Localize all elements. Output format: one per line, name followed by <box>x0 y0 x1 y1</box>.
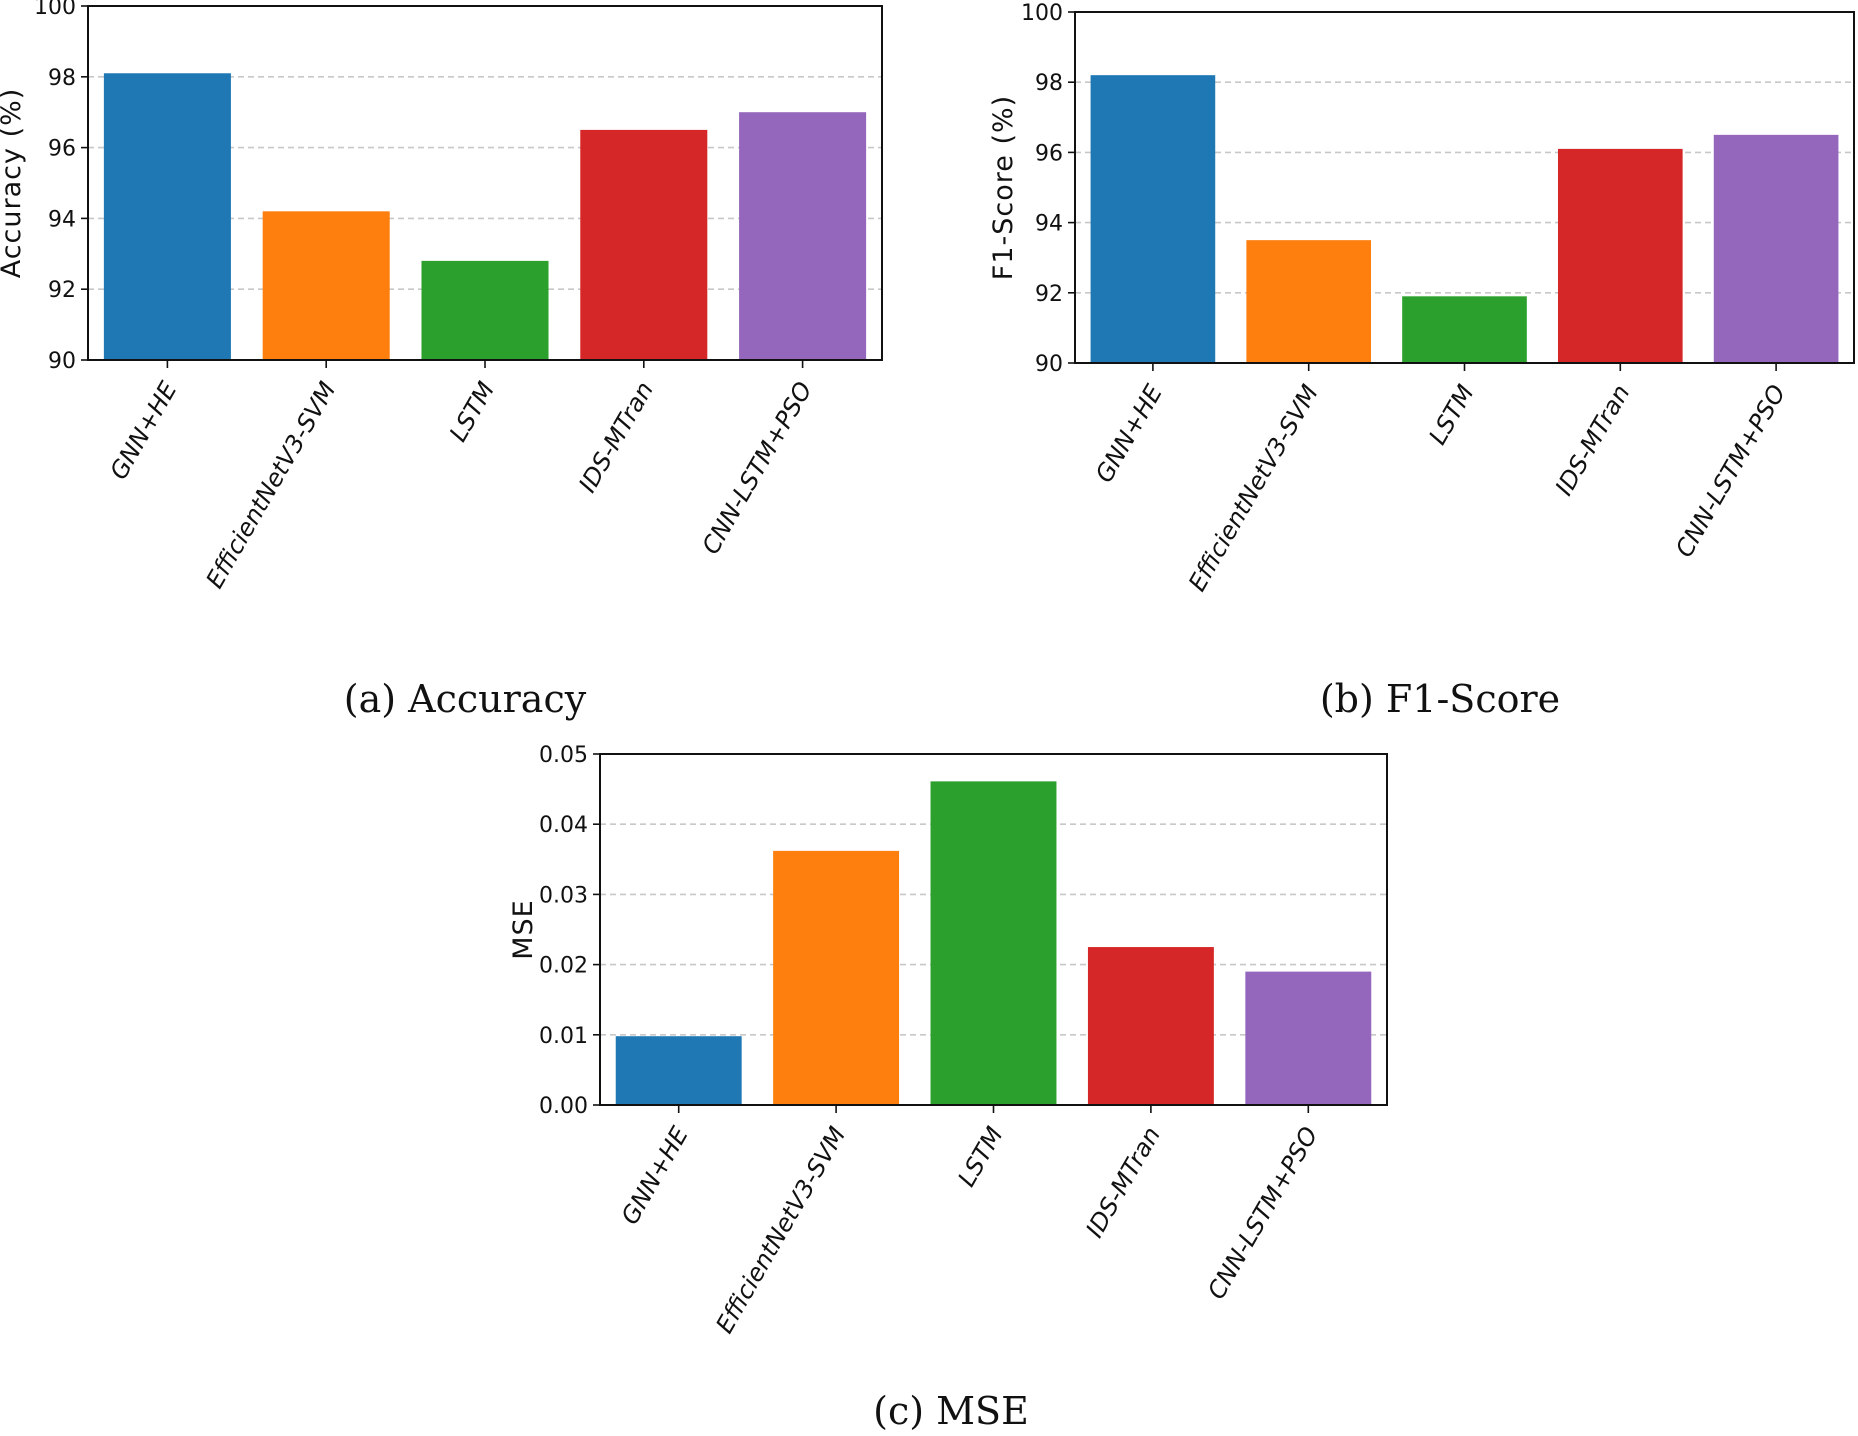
bar-gnn-he <box>615 1036 742 1105</box>
chart-f1-score: 90 92 94 96 98 100 GNN+HE EfficientNetV3-SVM LST… <box>988 1 1855 721</box>
chart-mse: 0.00 0.01 0.02 0.03 0.04 0.05 GNN+HE EfficientN… <box>508 743 1388 1433</box>
x-tick-label: GNN+HE <box>104 376 183 484</box>
bar-efficientnetv3-svm <box>773 850 900 1105</box>
bar-efficientnetv3-svm <box>1246 240 1372 363</box>
x-tick-label: IDS-MTran <box>1080 1122 1166 1242</box>
bar-cnn-lstm-pso <box>1713 134 1839 363</box>
y-tick-label: 100 <box>1021 1 1063 26</box>
chart-accuracy: 90 92 94 96 98 100 GNN+HE EfficientNetV3-SVM LST… <box>0 0 883 721</box>
x-tick-label: IDS-MTran <box>573 377 659 497</box>
bar-lstm <box>1402 296 1527 363</box>
x-tick-label: EfficientNetV3-SVM <box>710 1122 851 1338</box>
y-tick-label: 100 <box>34 0 76 20</box>
x-tick-label: CNN-LSTM+PSO <box>1202 1122 1323 1304</box>
y-tick-label: 94 <box>1035 212 1063 237</box>
y-tick-label: 90 <box>48 349 76 374</box>
x-tick-label: GNN+HE <box>1090 379 1169 487</box>
x-tick-label: EfficientNetV3-SVM <box>1183 380 1324 596</box>
caption-mse: (c) MSE <box>873 1389 1029 1433</box>
y-axis-label: F1-Score (%) <box>988 95 1019 280</box>
y-tick-label: 96 <box>1035 141 1063 166</box>
bar-ids-mtran <box>580 129 708 360</box>
x-tick-label: IDS-MTran <box>1550 380 1636 500</box>
caption-accuracy: (a) Accuracy <box>344 677 587 721</box>
x-tick-label: LSTM <box>1423 380 1479 450</box>
x-tick-label: LSTM <box>444 377 500 447</box>
y-axis-label: MSE <box>508 899 539 960</box>
y-tick-label: 94 <box>48 207 76 232</box>
y-tick-label: 90 <box>1035 352 1063 377</box>
bar-cnn-lstm-pso <box>739 112 867 360</box>
y-tick-label: 0.03 <box>539 883 588 908</box>
y-tick-label: 0.04 <box>539 813 588 838</box>
y-tick-label: 0.01 <box>539 1024 588 1049</box>
bar-ids-mtran <box>1087 947 1214 1105</box>
x-tick-label: GNN+HE <box>616 1121 695 1229</box>
bar-cnn-lstm-pso <box>1245 971 1372 1105</box>
y-tick-label: 98 <box>48 66 76 91</box>
y-axis-label: Accuracy (%) <box>0 88 27 279</box>
x-tick-label: CNN-LSTM+PSO <box>697 377 818 559</box>
bar-gnn-he <box>103 73 231 360</box>
x-tick-label: EfficientNetV3-SVM <box>201 377 342 593</box>
bar-efficientnetv3-svm <box>262 211 390 360</box>
x-tick-label: CNN-LSTM+PSO <box>1670 380 1791 562</box>
y-tick-label: 96 <box>48 137 76 162</box>
y-tick-label: 0.05 <box>539 743 588 768</box>
caption-f1-score: (b) F1-Score <box>1320 677 1560 721</box>
x-tick-label: LSTM <box>952 1122 1008 1192</box>
y-tick-label: 0.02 <box>539 954 588 979</box>
bar-lstm <box>930 781 1057 1105</box>
bar-gnn-he <box>1090 75 1216 364</box>
bar-lstm <box>421 260 549 360</box>
y-tick-label: 92 <box>48 278 76 303</box>
bar-ids-mtran <box>1557 148 1683 363</box>
y-tick-label: 0.00 <box>539 1094 588 1119</box>
y-tick-label: 92 <box>1035 282 1063 307</box>
y-tick-label: 98 <box>1035 71 1063 96</box>
